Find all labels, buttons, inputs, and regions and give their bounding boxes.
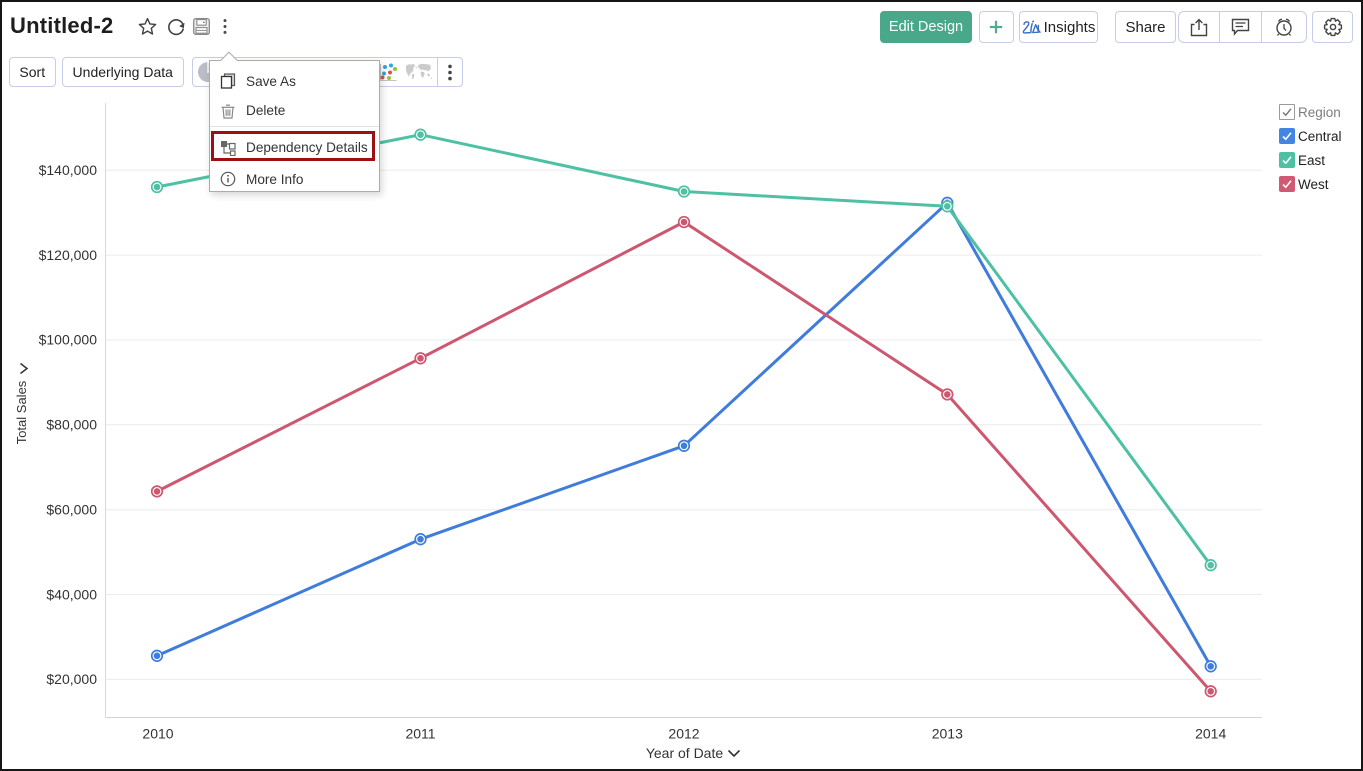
svg-text:2012: 2012 [668,726,699,742]
svg-text:$140,000: $140,000 [39,162,98,178]
svg-text:$40,000: $40,000 [46,586,97,602]
svg-text:$60,000: $60,000 [46,501,97,517]
svg-text:2013: 2013 [932,726,963,742]
svg-text:$80,000: $80,000 [46,417,97,433]
svg-text:$120,000: $120,000 [39,247,98,263]
svg-text:$20,000: $20,000 [46,671,97,687]
svg-text:Total Sales: Total Sales [14,380,29,444]
svg-text:2010: 2010 [142,726,173,742]
svg-text:2014: 2014 [1195,726,1226,742]
svg-text:$100,000: $100,000 [39,332,98,348]
svg-text:Year of Date: Year of Date [646,745,724,761]
svg-text:2011: 2011 [405,726,435,742]
